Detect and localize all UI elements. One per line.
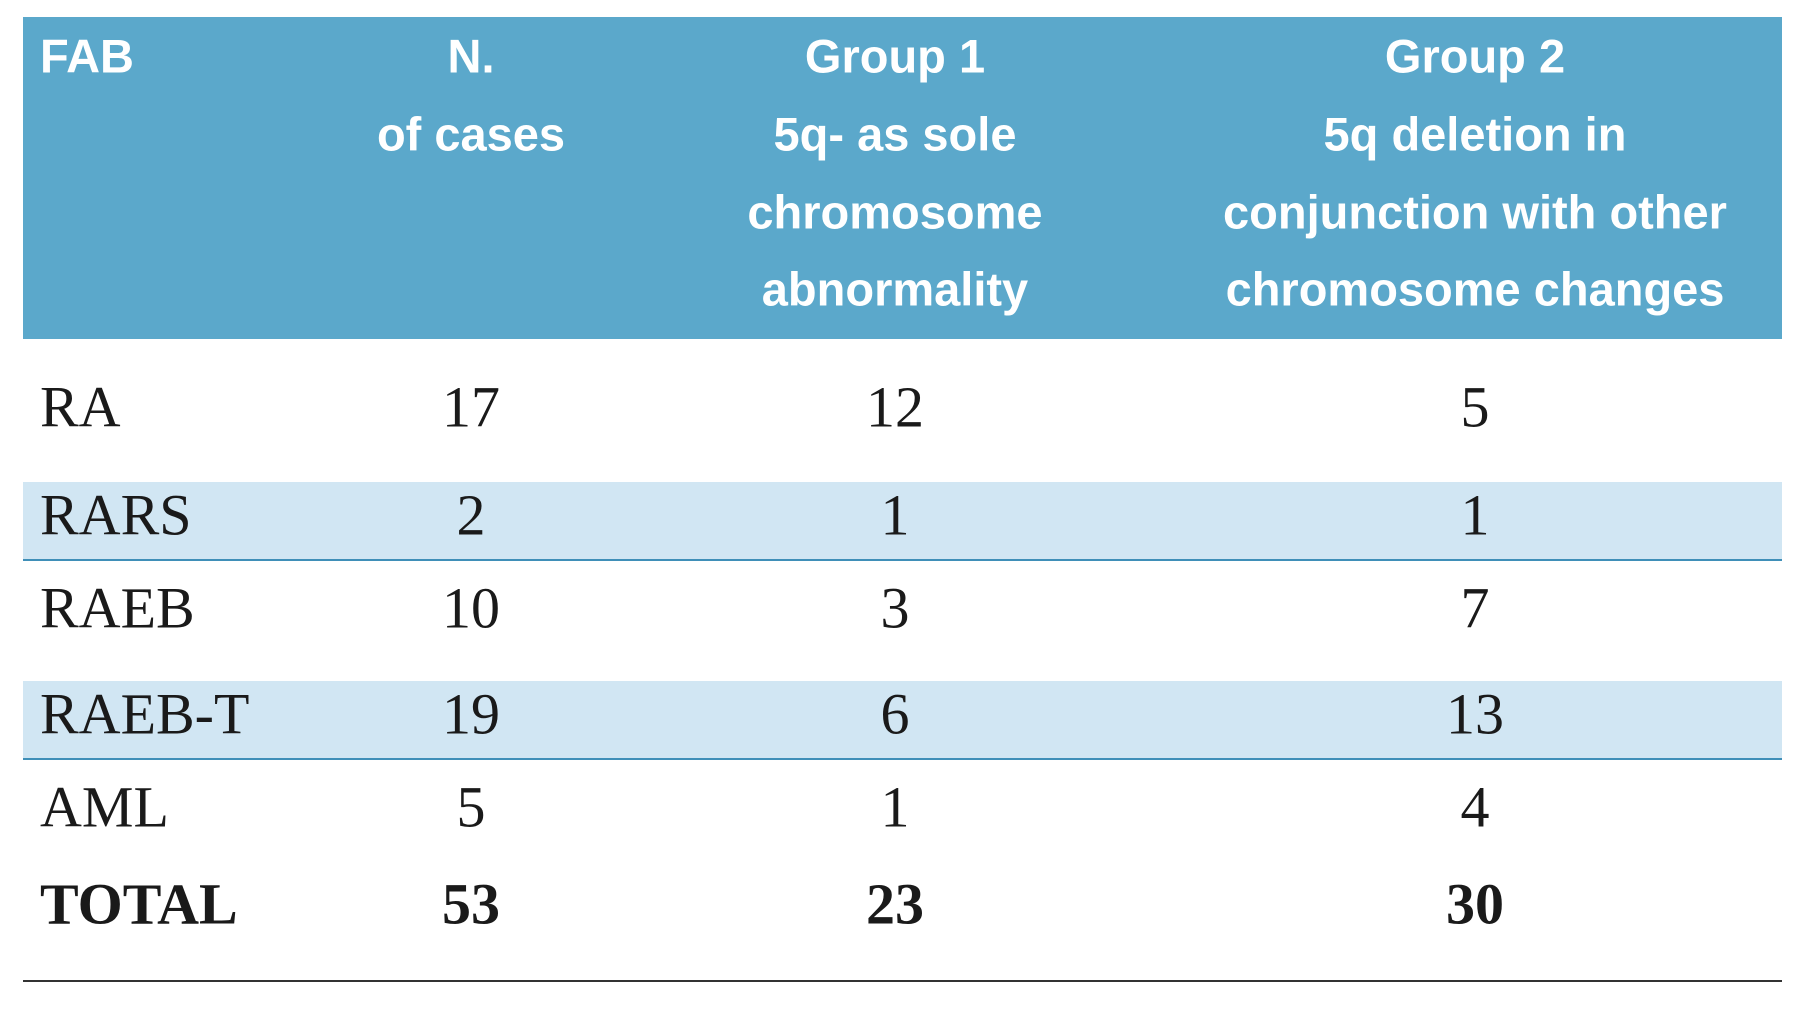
row-band (23, 681, 1782, 759)
total-cell: TOTAL (40, 871, 238, 936)
total-cell: 53 (442, 871, 500, 936)
header-cell: N. (448, 29, 495, 82)
header-cell: abnormality (762, 262, 1028, 315)
cell: 17 (442, 374, 500, 439)
cell: 7 (1461, 575, 1490, 640)
cell: 5 (457, 774, 486, 839)
header-cell: chromosome (747, 185, 1042, 238)
cell: 4 (1461, 774, 1490, 839)
cell: 12 (866, 374, 924, 439)
cell: RA (40, 374, 121, 439)
cell: 1 (881, 774, 910, 839)
cell: RAEB-T (40, 681, 249, 746)
header-cell: chromosome changes (1226, 262, 1725, 315)
total-cell: 23 (866, 871, 924, 936)
cell: 5 (1461, 374, 1490, 439)
header-cell: FAB (40, 29, 134, 82)
cell: 1 (881, 482, 910, 547)
header-cell: Group 2 (1385, 29, 1565, 82)
cell: RAEB (40, 575, 195, 640)
header-cell: Group 1 (805, 29, 985, 82)
cell: 10 (442, 575, 500, 640)
cell: RARS (40, 482, 192, 547)
cell: 1 (1461, 482, 1490, 547)
cell: 3 (881, 575, 910, 640)
row-band (23, 482, 1782, 560)
header-band (23, 17, 1782, 339)
header-cell: of cases (377, 107, 565, 160)
header-cell: 5q deletion in (1324, 107, 1627, 160)
cell: 19 (442, 681, 500, 746)
total-cell: 30 (1446, 871, 1504, 936)
header-cell: 5q- as sole (774, 107, 1017, 160)
cell: 2 (457, 482, 486, 547)
cell: 6 (881, 681, 910, 746)
cell: 13 (1446, 681, 1504, 746)
header-cell: conjunction with other (1223, 185, 1727, 238)
cell: AML (40, 774, 169, 839)
